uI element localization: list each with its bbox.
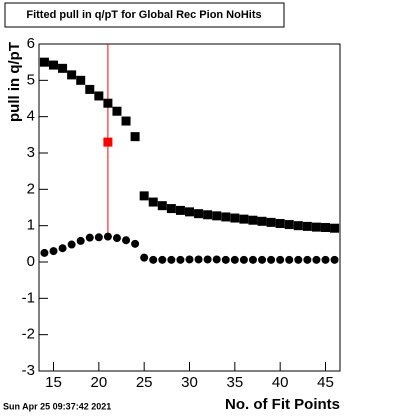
- chart-title: Fitted pull in q/pT for Global Rec Pion …: [26, 9, 261, 21]
- point: [175, 205, 185, 215]
- y-tick-label: -1: [22, 289, 35, 306]
- point: [94, 233, 103, 242]
- point: [312, 255, 321, 264]
- y-tick-label: 1: [27, 217, 35, 234]
- point: [194, 209, 204, 219]
- point: [330, 223, 340, 233]
- highlight-point: [103, 137, 113, 147]
- point: [194, 255, 203, 264]
- point: [266, 217, 276, 227]
- point: [103, 232, 112, 241]
- y-tick-label: -3: [22, 362, 35, 379]
- point: [67, 240, 76, 249]
- point: [49, 247, 58, 256]
- point: [112, 106, 122, 116]
- point: [67, 70, 77, 80]
- point: [76, 236, 85, 245]
- point: [40, 248, 49, 257]
- point: [311, 222, 321, 232]
- point: [148, 197, 158, 207]
- y-tick-label: 0: [27, 253, 35, 270]
- x-tick-label: 25: [136, 374, 153, 391]
- point: [166, 204, 176, 214]
- x-tick-label: 20: [90, 374, 107, 391]
- point: [248, 215, 258, 225]
- y-tick-label: 6: [27, 35, 35, 52]
- point: [276, 255, 285, 264]
- point: [239, 255, 248, 264]
- point: [303, 255, 312, 264]
- y-tick-label: 5: [27, 71, 35, 88]
- point: [58, 244, 67, 253]
- y-tick-label: 4: [27, 108, 35, 125]
- point: [121, 116, 131, 126]
- x-tick-label: 15: [45, 374, 62, 391]
- point: [112, 234, 121, 243]
- point: [203, 210, 213, 220]
- point: [230, 213, 240, 223]
- point: [267, 255, 276, 264]
- point: [258, 255, 267, 264]
- point: [158, 255, 167, 264]
- x-tick-label: 40: [272, 374, 289, 391]
- point: [293, 221, 303, 231]
- point: [294, 255, 303, 264]
- point: [221, 255, 230, 264]
- y-axis-title: pull in q/pT: [6, 42, 23, 122]
- point: [302, 221, 312, 231]
- point: [85, 84, 95, 94]
- point: [139, 191, 149, 201]
- point: [157, 201, 167, 211]
- point: [275, 218, 285, 228]
- x-tick-label: 45: [317, 374, 334, 391]
- y-tick-label: 2: [27, 180, 35, 197]
- point: [284, 220, 294, 230]
- point: [212, 211, 222, 221]
- timestamp: Sun Apr 25 09:37:42 2021: [3, 401, 111, 411]
- point: [94, 91, 104, 101]
- x-tick-label: 30: [181, 374, 198, 391]
- point: [321, 255, 330, 264]
- point: [130, 132, 140, 142]
- point: [149, 255, 158, 264]
- point: [140, 253, 149, 262]
- point: [49, 60, 59, 70]
- point: [76, 75, 86, 85]
- point: [58, 63, 68, 73]
- x-tick-label: 35: [226, 374, 243, 391]
- point: [39, 57, 49, 67]
- title-box: [4, 2, 285, 28]
- x-axis-title: No. of Fit Points: [225, 396, 340, 413]
- point: [185, 207, 194, 217]
- point: [212, 255, 221, 264]
- point: [131, 239, 140, 248]
- point: [203, 255, 212, 264]
- point: [167, 255, 176, 264]
- point: [248, 255, 257, 264]
- point: [285, 255, 294, 264]
- point: [239, 214, 249, 224]
- y-tick-label: 3: [27, 144, 35, 161]
- point: [185, 255, 194, 264]
- point: [103, 98, 113, 108]
- point: [176, 255, 185, 264]
- point: [221, 212, 231, 222]
- point: [122, 236, 131, 245]
- point: [257, 216, 267, 226]
- point: [85, 233, 94, 242]
- point: [230, 255, 239, 264]
- point: [330, 255, 339, 264]
- y-tick-label: -2: [22, 326, 35, 343]
- point: [320, 222, 330, 232]
